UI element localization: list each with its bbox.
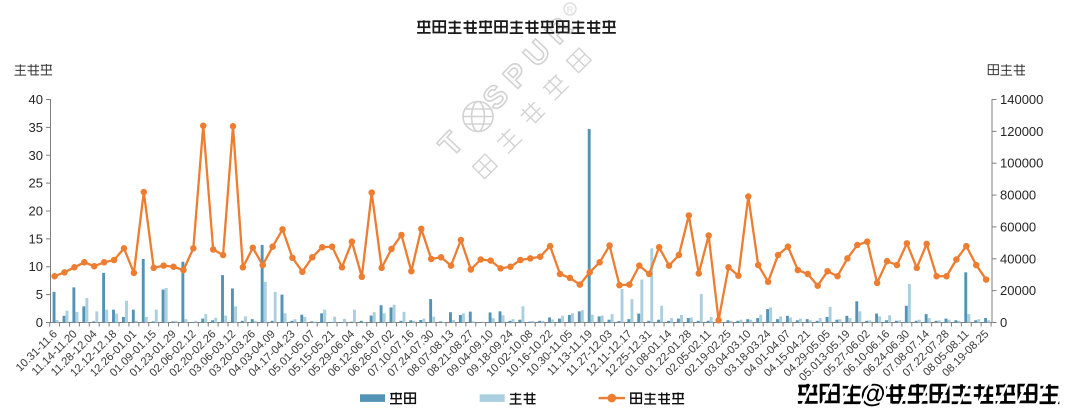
svg-text:35: 35 [29,120,43,135]
svg-text:0: 0 [36,315,43,330]
svg-text:20: 20 [29,204,43,219]
svg-text:40000: 40000 [1000,251,1036,266]
svg-text:30: 30 [29,148,43,163]
svg-text:10: 10 [29,259,43,274]
svg-text:20000: 20000 [1000,283,1036,298]
svg-text:80000: 80000 [1000,188,1036,203]
svg-text:40: 40 [29,92,43,107]
svg-text:R: R [567,5,574,15]
svg-text:100000: 100000 [1000,156,1043,171]
svg-text:120000: 120000 [1000,124,1043,139]
svg-text:5: 5 [36,287,43,302]
svg-text:60000: 60000 [1000,219,1036,234]
svg-text:0: 0 [1000,315,1007,330]
svg-text:15: 15 [29,231,43,246]
svg-text:140000: 140000 [1000,92,1043,107]
svg-text:25: 25 [29,176,43,191]
